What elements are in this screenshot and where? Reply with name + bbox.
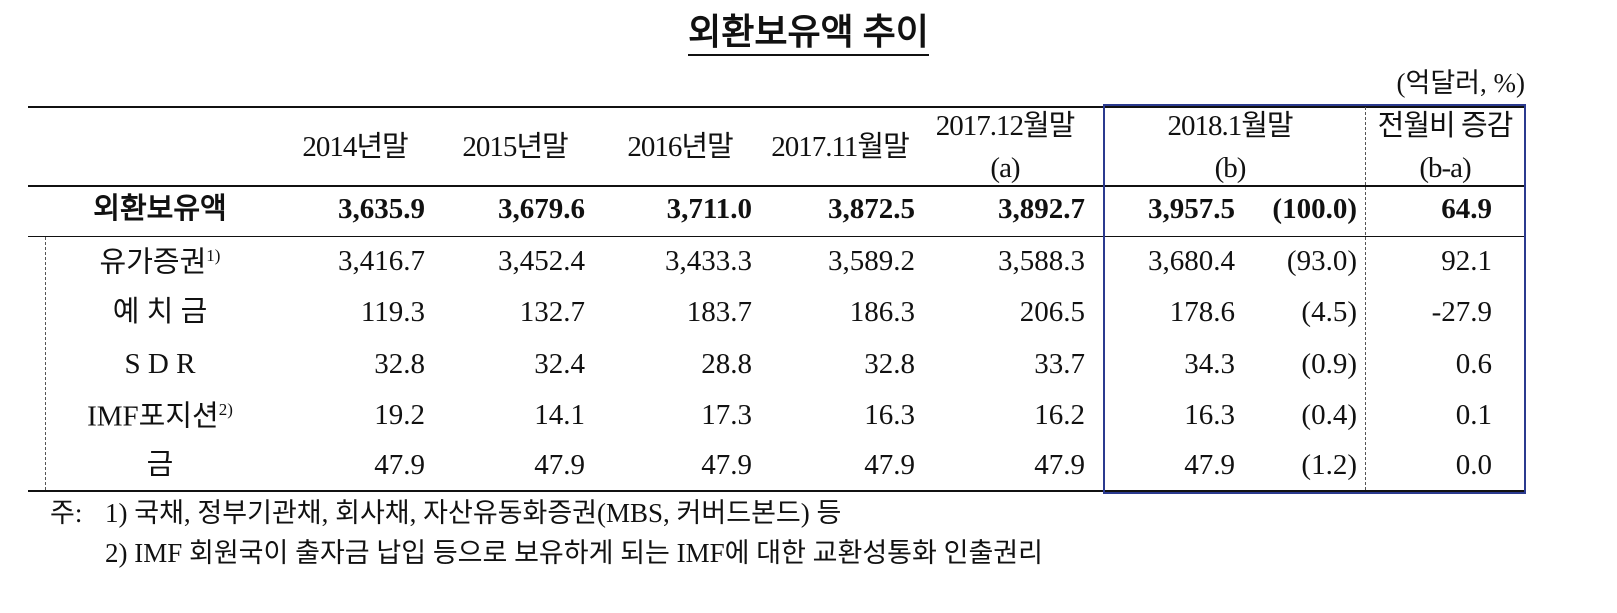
row-label-text: 외환보유액	[93, 193, 227, 225]
title-wrap: 외환보유액 추이	[0, 12, 1617, 56]
cell: 33.7	[1034, 348, 1085, 380]
unit: (억달러, %)	[1396, 68, 1526, 98]
cell: 3,711.0	[666, 193, 752, 225]
cell: 47.9	[1034, 449, 1085, 481]
footnote-mark: 1)	[206, 246, 221, 265]
cell: 47.9	[701, 449, 752, 481]
cell: 64.9	[1441, 193, 1492, 225]
cell: (1.2)	[1301, 449, 1357, 481]
column-header: (b)	[1214, 152, 1247, 184]
row-label-text: IMF포지션	[87, 400, 219, 433]
cell: 0.0	[1455, 449, 1492, 481]
column-header: 2016년말	[627, 131, 733, 163]
note: 1) 국채, 정부기관채, 회사채, 자산유동화증권(MBS, 커버드본드) 등	[105, 498, 842, 528]
cell: (4.5)	[1301, 296, 1357, 328]
cell: 3,957.5	[1148, 193, 1235, 225]
cell: 3,872.5	[828, 193, 915, 225]
row-label-text: 예 치 금	[112, 296, 208, 328]
cell: 34.3	[1184, 348, 1235, 380]
cell: 47.9	[1184, 449, 1235, 481]
row-label-text: S D R	[124, 348, 196, 380]
row-label: 금	[40, 451, 280, 480]
cell: 17.3	[701, 399, 752, 431]
column-header: 2017.11월말	[771, 131, 910, 163]
column-header: (b-a)	[1419, 152, 1471, 184]
cell: 32.4	[534, 348, 585, 380]
row-label-text: 유가증권	[99, 246, 207, 279]
cell: (0.9)	[1301, 348, 1357, 380]
column-header: 2017.12월말	[935, 110, 1076, 142]
rule-total	[28, 236, 1525, 237]
cell: 3,433.3	[665, 245, 752, 277]
cell: 32.8	[864, 348, 915, 380]
cell: 183.7	[686, 296, 752, 328]
cell: 16.2	[1034, 399, 1085, 431]
dash-left	[45, 237, 46, 490]
column-header: 2015년말	[462, 131, 568, 163]
row-label: S D R	[40, 350, 280, 379]
cell: 28.8	[701, 348, 752, 380]
row-label-text: 금	[146, 449, 174, 481]
title: 외환보유액 추이	[688, 12, 929, 56]
cell: 119.3	[360, 296, 425, 328]
cell: 3,892.7	[998, 193, 1085, 225]
cell: 3,589.2	[828, 245, 915, 277]
row-label: 외환보유액	[40, 195, 280, 224]
column-header: 전월비 증감	[1377, 110, 1514, 142]
cell: 186.3	[849, 296, 915, 328]
rule-bottom	[28, 490, 1525, 492]
cell: (93.0)	[1286, 245, 1357, 277]
cell: 206.5	[1019, 296, 1085, 328]
cell: 16.3	[1184, 399, 1235, 431]
rule-header	[28, 185, 1525, 187]
cell: 3,680.4	[1148, 245, 1235, 277]
note: 2) IMF 회원국이 출자금 납입 등으로 보유하게 되는 IMF에 대한 교…	[105, 538, 1043, 568]
row-label: 유가증권1)	[40, 247, 280, 278]
cell: 3,416.7	[338, 245, 425, 277]
cell: -27.9	[1431, 296, 1492, 328]
cell: 47.9	[534, 449, 585, 481]
cell: 3,588.3	[998, 245, 1085, 277]
cell: 132.7	[519, 296, 585, 328]
cell: 14.1	[534, 399, 585, 431]
note-prefix: 주:	[50, 498, 83, 528]
column-header: 2014년말	[302, 131, 408, 163]
cell: 3,452.4	[498, 245, 585, 277]
cell: 0.6	[1455, 348, 1492, 380]
cell: 32.8	[374, 348, 425, 380]
cell: (0.4)	[1301, 399, 1357, 431]
cell: 47.9	[374, 449, 425, 481]
cell: 178.6	[1169, 296, 1235, 328]
footnote-mark: 2)	[218, 400, 233, 419]
cell: 19.2	[374, 399, 425, 431]
rule-top	[28, 106, 1525, 108]
cell: 3,679.6	[498, 193, 585, 225]
cell: 3,635.9	[338, 193, 425, 225]
row-label: 예 치 금	[40, 298, 280, 327]
cell: (100.0)	[1272, 193, 1357, 225]
highlight-box	[1103, 104, 1526, 494]
cell: 47.9	[864, 449, 915, 481]
column-header: 2018.1월말	[1167, 110, 1293, 142]
dash-diff	[1365, 107, 1366, 490]
column-header: (a)	[990, 152, 1020, 184]
cell: 92.1	[1441, 245, 1492, 277]
cell: 16.3	[864, 399, 915, 431]
row-label: IMF포지션2)	[40, 401, 280, 432]
cell: 0.1	[1455, 399, 1492, 431]
